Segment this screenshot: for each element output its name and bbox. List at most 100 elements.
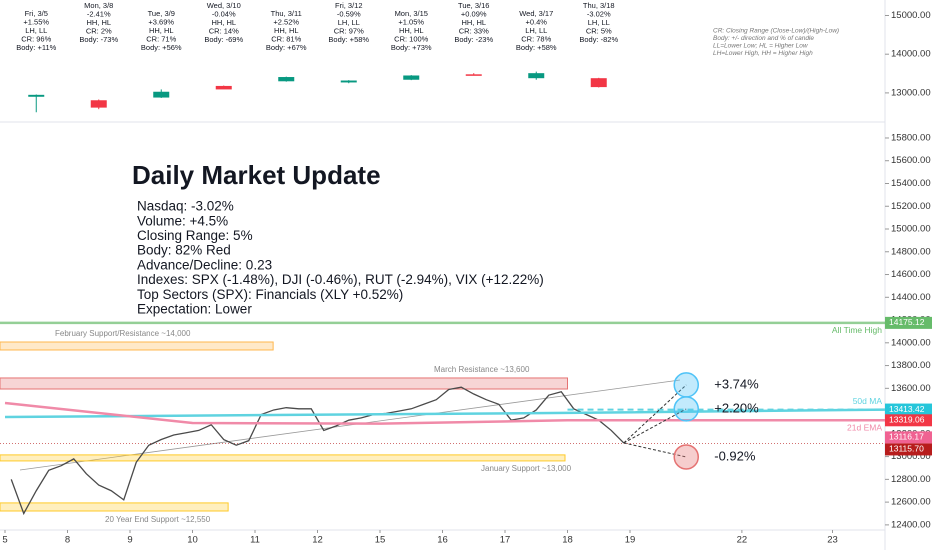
day-label: Thu, 3/18	[583, 1, 615, 10]
projection-label: +3.74%	[714, 376, 759, 391]
day-stat: +1.55%	[23, 17, 49, 26]
candle-body	[528, 73, 545, 79]
candle-body	[28, 94, 45, 97]
y-tick-label: 14000.00	[891, 337, 931, 348]
x-tick-label: 10	[187, 535, 198, 546]
day-stat: CR: 5%	[586, 26, 612, 35]
x-tick-label: 23	[827, 535, 838, 546]
y-tick-label: 14600.00	[891, 269, 931, 280]
y-tick-label: 13000.00	[891, 87, 931, 98]
day-label: Mon, 3/8	[84, 1, 113, 10]
update-line: Expectation: Lower	[137, 301, 252, 316]
candle-body	[90, 100, 107, 108]
level-name: All Time High	[832, 325, 882, 335]
y-tick-label: 12600.00	[891, 497, 931, 508]
day-stat: +0.4%	[526, 17, 548, 26]
x-tick-label: 15	[375, 535, 386, 546]
price-tag-label: 13413.42	[889, 404, 925, 414]
price-line	[10, 386, 625, 516]
update-line: Top Sectors (SPX): Financials (XLY +0.52…	[137, 287, 403, 302]
legend-note: LH=Lower High, HH = Higher High	[713, 50, 813, 57]
x-tick-label: 8	[65, 535, 70, 546]
y-tick-label: 13600.00	[891, 383, 931, 394]
legend-note: CR: Closing Range (Close-Low)/(High-Low)	[713, 28, 839, 35]
day-stat: +1.05%	[398, 17, 424, 26]
x-tick-label: 9	[127, 535, 132, 546]
day-label: Mon, 3/15	[395, 9, 428, 18]
zone	[0, 454, 566, 462]
y-tick-label: 15000.00	[891, 10, 931, 21]
projection-label: -0.92%	[714, 448, 756, 463]
price-tag	[885, 431, 932, 444]
day-stat: Body: -23%	[454, 35, 493, 44]
candle-body	[403, 75, 420, 80]
day-label: Thu, 3/11	[271, 9, 302, 18]
day-stat: HH, HL	[399, 26, 424, 35]
legend-note: Body: +/- direction and % of candle	[713, 35, 814, 42]
projection-arrow	[623, 442, 687, 458]
zone	[0, 502, 229, 512]
projection-label: +2.20%	[714, 400, 759, 415]
zone-label: February Support/Resistance ~14,000	[55, 329, 191, 338]
projection-circle	[673, 444, 699, 470]
day-stat: CR: 2%	[86, 26, 112, 35]
update-line: Body: 82% Red	[137, 243, 231, 258]
day-stat: Body: +58%	[516, 43, 557, 52]
day-label: Wed, 3/17	[519, 9, 553, 18]
day-stat: HH, HL	[149, 26, 174, 35]
y-tick-label: 12800.00	[891, 474, 931, 485]
y-tick-label: 14400.00	[891, 292, 931, 303]
x-tick-label: 17	[500, 535, 511, 546]
candle-body	[278, 77, 295, 82]
x-tick-label: 19	[625, 535, 636, 546]
price-tag	[885, 414, 932, 427]
candle-body	[215, 85, 232, 90]
y-tick-label: 13000.00	[891, 451, 931, 462]
day-stat: CR: 96%	[21, 34, 51, 43]
day-stat: +3.69%	[148, 17, 174, 26]
zone	[0, 341, 274, 351]
x-tick-label: 5	[2, 535, 7, 546]
day-label: Fri, 3/5	[25, 9, 48, 18]
price-tag	[885, 316, 932, 329]
day-stat: +0.09%	[461, 9, 487, 18]
day-stat: Body: +56%	[141, 43, 182, 52]
day-stat: CR: 78%	[521, 34, 551, 43]
price-tag	[885, 443, 932, 456]
day-stat: HH, HL	[274, 26, 299, 35]
projection-circle	[673, 396, 699, 422]
day-stat: HH, HL	[461, 18, 486, 27]
day-stat: Body: +11%	[16, 43, 56, 52]
day-stat: Body: -69%	[204, 35, 243, 44]
day-stat: CR: 33%	[459, 26, 489, 35]
day-stat: -3.02%	[587, 9, 611, 18]
candle-body	[465, 74, 482, 76]
y-tick-label: 13800.00	[891, 360, 931, 371]
day-label: Wed, 3/10	[207, 1, 241, 10]
zone-label: March Resistance ~13,600	[434, 365, 530, 374]
update-title: Daily Market Update	[132, 160, 381, 190]
day-label: Fri, 3/12	[335, 1, 363, 10]
projection-arrow	[623, 408, 687, 444]
candle-body	[153, 91, 170, 98]
y-tick-label: 15600.00	[891, 155, 931, 166]
y-tick-label: 15400.00	[891, 178, 931, 189]
y-tick-label: 14800.00	[891, 246, 931, 257]
ma-label: 21d EMA	[847, 423, 882, 433]
day-stat: LH, LL	[525, 26, 547, 35]
y-tick-label: 12400.00	[891, 519, 931, 530]
day-label: Tue, 3/16	[458, 1, 489, 10]
day-stat: -0.59%	[337, 9, 361, 18]
day-stat: Body: +67%	[266, 43, 307, 52]
update-line: Advance/Decline: 0.23	[137, 257, 272, 272]
day-stat: LH, LL	[25, 26, 47, 35]
ma-label: 50d MA	[853, 396, 883, 406]
day-stat: -0.04%	[212, 9, 236, 18]
day-stat: HH, HL	[86, 18, 111, 27]
day-stat: Body: -73%	[79, 35, 118, 44]
y-tick-label: 15000.00	[891, 224, 931, 235]
day-stat: -2.41%	[87, 9, 111, 18]
projection-circle	[673, 372, 699, 398]
x-tick-label: 12	[312, 535, 323, 546]
